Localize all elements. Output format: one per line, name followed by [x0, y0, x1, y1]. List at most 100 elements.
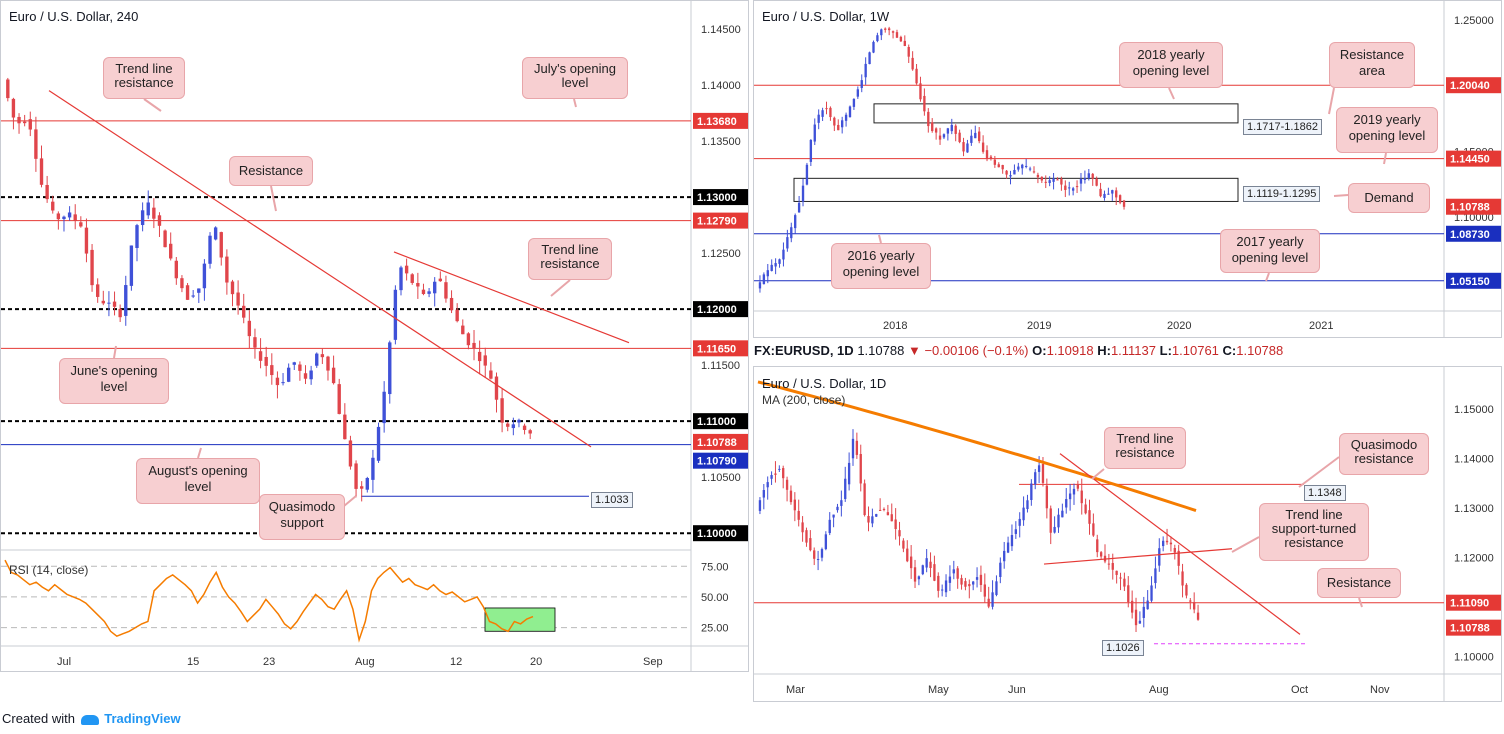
daily-candle [1154, 568, 1157, 584]
rsi-line [4, 559, 534, 643]
daily-ma-title: MA (200, close) [762, 393, 846, 407]
legend-open-label: O: [1032, 343, 1047, 358]
footer-brand[interactable]: TradingView [104, 711, 181, 726]
h4-candle [382, 391, 386, 424]
weekly-callout-2019-opening: 2019 yearly opening level [1336, 107, 1438, 153]
h4-callout-july-opening: July's opening level [522, 57, 628, 99]
weekly-callout-2016-opening: 2016 yearly opening level [831, 243, 931, 289]
daily-candle [991, 592, 994, 607]
weekly-candle [766, 270, 769, 277]
daily-candle [1030, 483, 1033, 500]
h4-candle [163, 230, 167, 248]
daily-candle [1158, 548, 1161, 566]
weekly-callout-pointer [1333, 194, 1349, 197]
daily-candle [859, 454, 862, 484]
daily-candle [1045, 485, 1049, 509]
weekly-candle [950, 124, 953, 132]
weekly-chart-panel[interactable]: 1.250001.150001.1000020182019202020211.2… [753, 0, 1502, 338]
daily-ma200-line [757, 380, 1197, 513]
daily-callout-pointer [1231, 536, 1260, 553]
legend-last: 1.10788 [857, 343, 905, 358]
h4-chart-panel[interactable]: 1.14500 1.14000 1.13500 1.12500 1.12000 1.115… [0, 0, 749, 672]
h4-candle [286, 367, 291, 382]
weekly-candle [934, 128, 938, 133]
weekly-candle [1040, 176, 1044, 181]
daily-trendline-support-turned [1043, 548, 1233, 565]
h4-candle [191, 295, 195, 297]
daily-candle [1146, 600, 1149, 610]
h4-level-tag: 1.13680 [697, 116, 737, 128]
weekly-candle [1036, 174, 1040, 178]
h4-candle [258, 351, 263, 361]
daily-y-tick: 1.12000 [1454, 553, 1494, 565]
weekly-candle [903, 40, 906, 46]
h4-candle [427, 291, 431, 294]
weekly-candle [876, 35, 879, 42]
h4-candle [79, 222, 83, 227]
h4-candle [22, 121, 27, 124]
daily-candle [778, 468, 781, 470]
weekly-candle [762, 274, 766, 285]
weekly-candle [1044, 181, 1047, 183]
footer[interactable]: Created with TradingView [2, 711, 181, 726]
daily-mark-1348: 1.1348 [1304, 485, 1346, 501]
weekly-candle [942, 134, 946, 138]
h4-x-tick: Jul [57, 656, 71, 668]
h4-trendline-minor [393, 251, 630, 344]
daily-candle [1076, 484, 1080, 489]
h4-candle [309, 370, 313, 380]
weekly-chart-svg[interactable]: 1.250001.150001.1000020182019202020211.2… [754, 1, 1502, 338]
daily-candle [983, 584, 986, 597]
daily-candle [824, 534, 828, 550]
daily-candle [1123, 578, 1126, 587]
legend-high: 1.11137 [1110, 343, 1156, 358]
h4-y-tick: 1.11500 [701, 360, 740, 372]
weekly-level-tag: 1.20040 [1450, 80, 1490, 92]
weekly-callout-pointer [1265, 272, 1270, 282]
weekly-candle [1095, 178, 1098, 186]
daily-chart-panel[interactable]: 1.15000 1.14000 1.13000 1.12000 1.10000 Mar Ma… [753, 366, 1502, 702]
h4-candle [174, 260, 179, 279]
daily-candle [972, 581, 975, 585]
weekly-candle [868, 52, 871, 65]
weekly-zone-2-label: 1.1119-1.1295 [1243, 186, 1321, 202]
daily-candle [863, 483, 866, 516]
h4-level-tag-bg [693, 433, 748, 450]
h4-candle [90, 249, 94, 286]
daily-candle [1068, 493, 1072, 500]
weekly-candle [938, 135, 942, 140]
daily-candle [979, 574, 983, 585]
weekly-level-tag-bg [1446, 272, 1501, 289]
daily-candle [1088, 510, 1091, 524]
h4-level-tag-bg [693, 212, 748, 229]
weekly-zone-box [793, 177, 1239, 202]
daily-chart-svg[interactable]: 1.15000 1.14000 1.13000 1.12000 1.10000 Mar Ma… [754, 367, 1502, 702]
h4-candle [112, 301, 117, 307]
weekly-candle [974, 132, 977, 139]
daily-candle [867, 515, 870, 523]
down-triangle-icon: ▼ [907, 343, 921, 358]
h4-callout-resistance: Resistance [229, 156, 313, 186]
daily-candle [1138, 620, 1142, 624]
weekly-candle [782, 249, 785, 260]
h4-candle [275, 377, 280, 386]
daily-candle [1130, 600, 1134, 613]
h4-callout-pointer [113, 345, 117, 359]
weekly-x-tick: 2018 [883, 320, 907, 332]
daily-candle [1185, 584, 1188, 596]
daily-y-tick: 1.10000 [1454, 652, 1494, 664]
daily-candle [1096, 539, 1099, 553]
h4-callout-pointer [343, 495, 357, 507]
h4-callout-pointer [550, 279, 571, 297]
daily-candle [801, 522, 804, 533]
daily-candle [1026, 500, 1029, 510]
weekly-candle [966, 143, 969, 153]
h4-candle [466, 333, 471, 346]
daily-candle [840, 500, 843, 506]
tradingview-logo-icon [80, 714, 99, 725]
h4-callout-pointer [573, 98, 577, 108]
daily-candle [789, 490, 793, 503]
h4-chart-svg[interactable]: 1.14500 1.14000 1.13500 1.12500 1.12000 1.115… [1, 1, 749, 672]
daily-candle [1006, 542, 1010, 553]
weekly-candle [1115, 190, 1118, 198]
